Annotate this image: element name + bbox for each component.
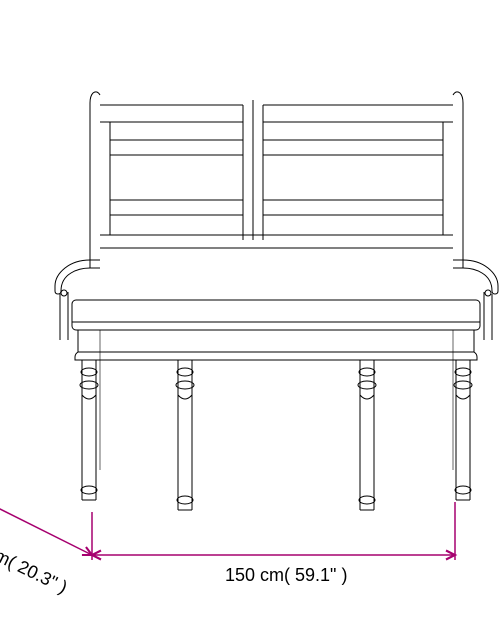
- leg-1: [80, 360, 98, 500]
- leg-4: [454, 360, 472, 500]
- bench-drawing: [0, 0, 500, 641]
- bench-outline: [55, 92, 498, 510]
- width-label: 150 cm( 59.1" ): [225, 565, 347, 586]
- dimension-lines: [0, 498, 455, 560]
- leg-3: [358, 360, 376, 510]
- depth-dimension-line: [0, 504, 92, 555]
- diagram-canvas: 150 cm( 59.1" ) m( 20.3" ): [0, 0, 500, 641]
- leg-2: [176, 360, 194, 510]
